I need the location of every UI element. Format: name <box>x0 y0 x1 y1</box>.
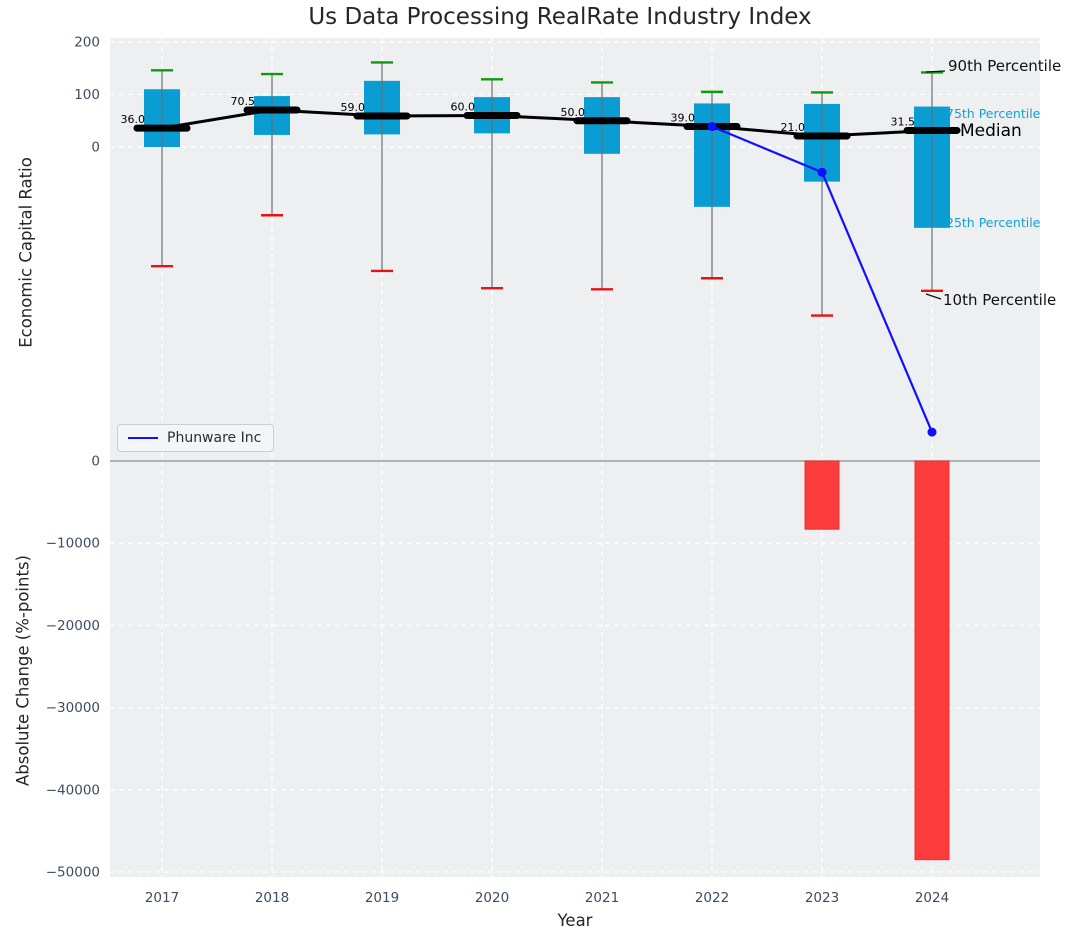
median-value-label-2022: 39.0 <box>671 112 696 125</box>
bottom-ytick-−30000: −30000 <box>46 700 100 716</box>
xtick-2018: 2018 <box>255 890 289 906</box>
xtick-2024: 2024 <box>915 890 949 906</box>
legend-line-swatch <box>128 437 158 439</box>
annotation-75th-percentile: 75th Percentile <box>946 106 1041 121</box>
plot-background <box>110 38 1040 877</box>
legend-label: Phunware Inc <box>167 430 262 446</box>
annotation-leader <box>925 70 946 73</box>
median-value-label-2019: 59.0 <box>341 101 366 114</box>
annotation-25th-percentile: 25th Percentile <box>946 215 1041 230</box>
top-ytick-200: 200 <box>74 35 100 51</box>
change-bar-2023 <box>804 460 840 530</box>
annotation-10th-percentile: 10th Percentile <box>943 291 1056 309</box>
chart-title: Us Data Processing RealRate Industry Ind… <box>308 4 812 30</box>
median-value-label-2017: 36.0 <box>121 113 146 126</box>
top-ytick-100: 100 <box>74 87 100 103</box>
median-value-label-2020: 60.0 <box>451 101 476 114</box>
bottom-ytick-−10000: −10000 <box>46 536 100 552</box>
company-point-2024 <box>927 427 937 437</box>
change-bar-2024 <box>914 460 950 861</box>
top-y-axis-label: Economic Capital Ratio <box>16 157 36 348</box>
median-value-label-2021: 50.0 <box>561 106 586 119</box>
annotation-leader <box>925 293 942 300</box>
bottom-ytick-−40000: −40000 <box>46 782 100 798</box>
company-point-2023 <box>817 167 827 177</box>
median-value-label-2018: 70.5 <box>231 95 256 108</box>
bottom-y-axis-label: Absolute Change (%-points) <box>13 555 33 786</box>
bottom-ytick-−20000: −20000 <box>46 618 100 634</box>
annotation-90th-percentile: 90th Percentile <box>948 57 1061 75</box>
xtick-2023: 2023 <box>805 890 839 906</box>
median-value-label-2024: 31.5 <box>891 115 916 128</box>
median-value-label-2023: 21.0 <box>781 121 806 134</box>
xtick-2020: 2020 <box>475 890 509 906</box>
company-point-2022 <box>707 122 717 132</box>
xtick-2017: 2017 <box>145 890 179 906</box>
bottom-ytick-0: 0 <box>91 454 100 470</box>
xtick-2022: 2022 <box>695 890 729 906</box>
bottom-ytick-−50000: −50000 <box>46 865 100 881</box>
xtick-2021: 2021 <box>585 890 619 906</box>
annotation-median: Median <box>960 121 1022 141</box>
x-axis-label: Year <box>557 911 593 930</box>
top-ytick-0: 0 <box>91 140 100 156</box>
xtick-2019: 2019 <box>365 890 399 906</box>
legend: Phunware Inc <box>117 424 275 452</box>
